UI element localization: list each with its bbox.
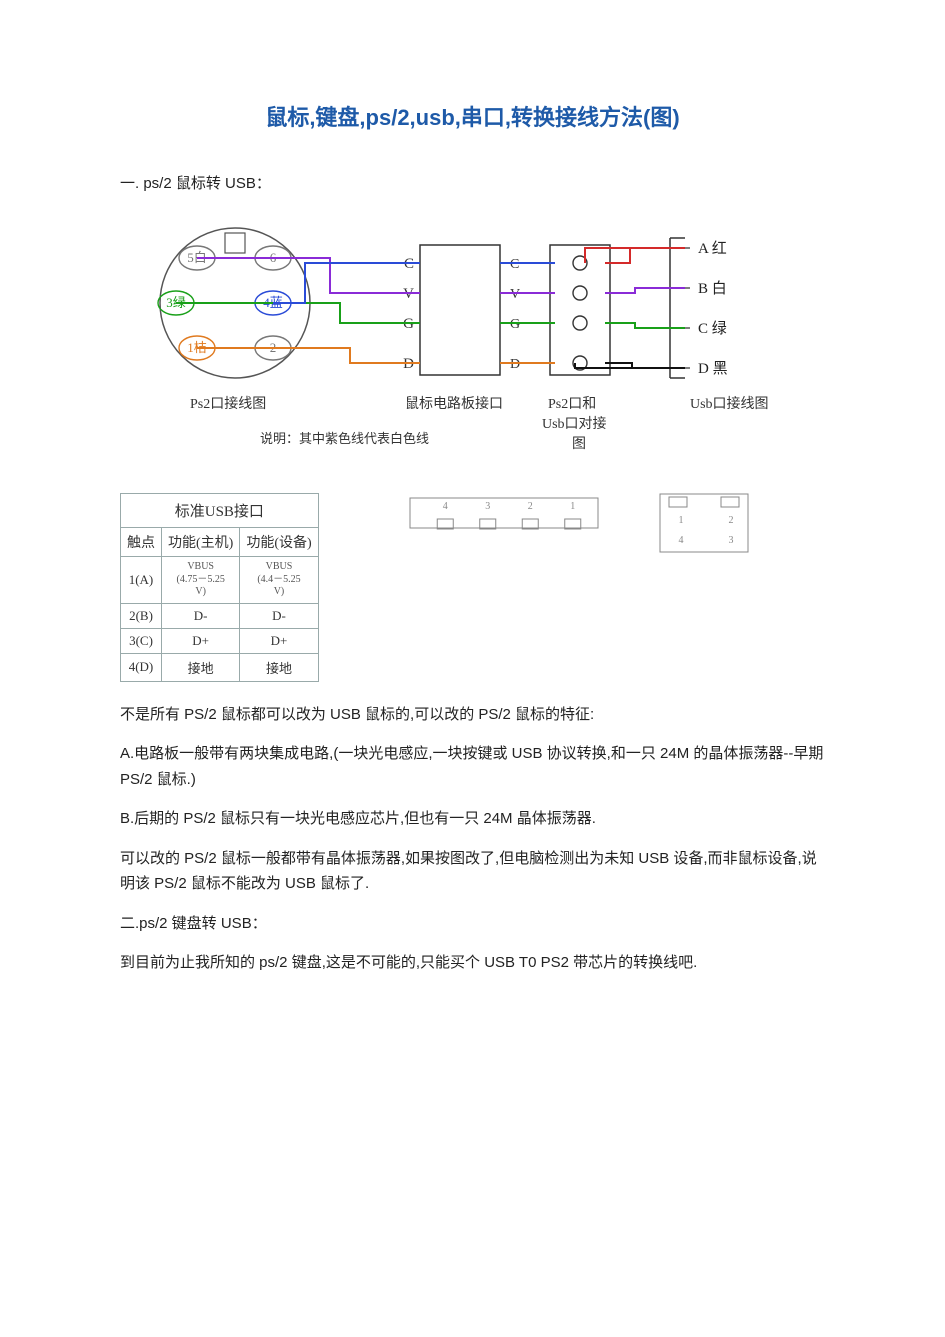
usb-table-cell: VBUS(4.4－5.25V)	[240, 557, 318, 604]
svg-text:Usb口对接: Usb口对接	[542, 415, 607, 432]
section-2-heading: 二.ps/2 键盘转 USB：	[120, 911, 825, 937]
usb-table-cell: VBUS(4.75－5.25V)	[162, 557, 240, 604]
usb-table-cell: 1(A)	[121, 557, 162, 604]
usb-table-title: 标准USB接口	[121, 494, 319, 528]
svg-text:D: D	[510, 357, 520, 372]
svg-text:D 黑: D 黑	[698, 361, 728, 377]
usb-table-cell: D+	[162, 628, 240, 653]
table-row: 1(A)VBUS(4.75－5.25V)VBUS(4.4－5.25V)	[121, 557, 319, 604]
svg-text:Ps2口接线图: Ps2口接线图	[190, 395, 266, 412]
svg-text:V: V	[510, 287, 520, 302]
usb-table-cell: 4(D)	[121, 653, 162, 681]
svg-text:Ps2口和: Ps2口和	[548, 396, 596, 412]
svg-text:1: 1	[570, 501, 575, 512]
usb-table-col: 触点	[121, 528, 162, 557]
svg-text:4: 4	[678, 535, 683, 546]
svg-text:G: G	[510, 317, 520, 332]
usb-table-cell: 接地	[162, 653, 240, 681]
paragraph-2: 到目前为止我所知的 ps/2 键盘,这是不可能的,只能买个 USB T0 PS2…	[120, 950, 825, 976]
svg-text:A 红: A 红	[698, 240, 727, 257]
usb-table-col: 功能(主机)	[162, 528, 240, 557]
svg-text:说明：其中紫色线代表白色线: 说明：其中紫色线代表白色线	[260, 431, 429, 446]
svg-text:3: 3	[728, 535, 733, 546]
usb-table-cell: 3(C)	[121, 628, 162, 653]
svg-text:2: 2	[728, 515, 733, 526]
usb-table-cell: 2(B)	[121, 603, 162, 628]
usb-pinout-table-wrap: 标准USB接口触点功能(主机)功能(设备)1(A)VBUS(4.75－5.25V…	[120, 493, 319, 682]
table-row: 2(B)D-D-	[121, 603, 319, 628]
usb-table-cell: D+	[240, 628, 318, 653]
svg-text:1: 1	[678, 515, 683, 526]
section-1-heading: 一. ps/2 鼠标转 USB：	[120, 172, 825, 193]
svg-text:图: 图	[572, 437, 586, 452]
table-row: 4(D)接地接地	[121, 653, 319, 681]
usb-table-cell: D-	[162, 603, 240, 628]
svg-text:C 绿: C 绿	[698, 320, 727, 337]
svg-text:Usb口接线图: Usb口接线图	[690, 395, 769, 412]
svg-text:4: 4	[442, 501, 447, 512]
paragraph-c: 可以改的 PS/2 鼠标一般都带有晶体振荡器,如果按图改了,但电脑检测出为未知 …	[120, 846, 825, 897]
usb-table-col: 功能(设备)	[240, 528, 318, 557]
paragraph-a: A.电路板一般带有两块集成电路,(一块光电感应,一块按键或 USB 协议转换,和…	[120, 741, 825, 792]
usb-table-cell: D-	[240, 603, 318, 628]
usb-type-b-connector-icon: 1 2 4 3	[659, 493, 749, 553]
svg-text:2: 2	[527, 501, 532, 512]
svg-text:C: C	[510, 257, 519, 272]
usb-table-cell: 接地	[240, 653, 318, 681]
paragraph-intro: 不是所有 PS/2 鼠标都可以改为 USB 鼠标的,可以改的 PS/2 鼠标的特…	[120, 702, 825, 728]
paragraph-b: B.后期的 PS/2 鼠标只有一块光电感应芯片,但也有一只 24M 晶体振荡器.	[120, 806, 825, 832]
page-title: 鼠标,键盘,ps/2,usb,串口,转换接线方法(图)	[120, 100, 825, 132]
svg-text:鼠标电路板接口: 鼠标电路板接口	[405, 395, 503, 412]
wiring-diagram: 5白63绿4蓝1桔2CVGDCVGDA 红B 白C 绿D 黑Ps2口接线图鼠标电…	[130, 203, 810, 468]
usb-pinout-table: 标准USB接口触点功能(主机)功能(设备)1(A)VBUS(4.75－5.25V…	[120, 493, 319, 682]
table-row: 3(C)D+D+	[121, 628, 319, 653]
svg-text:3: 3	[485, 501, 490, 512]
svg-text:B 白: B 白	[698, 280, 727, 297]
usb-type-a-connector-icon: 4 3 2 1	[409, 493, 599, 533]
